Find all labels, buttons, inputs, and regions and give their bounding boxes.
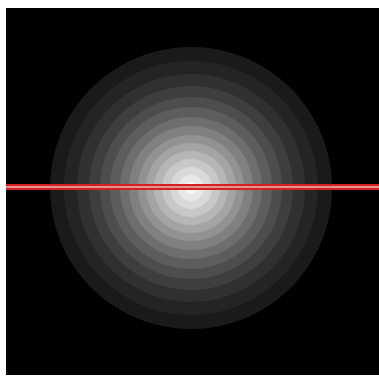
image-view [0, 0, 379, 382]
page [0, 0, 379, 382]
profile-line [6, 184, 379, 190]
profile-line-inner [6, 186, 379, 187]
